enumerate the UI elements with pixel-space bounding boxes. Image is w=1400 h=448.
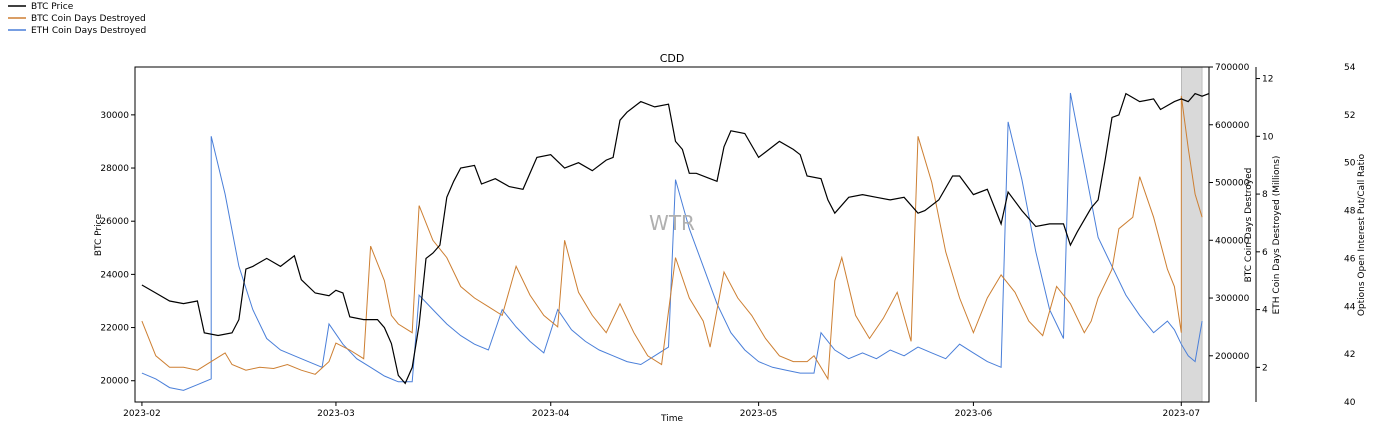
y-r3-tick-label: 48	[1344, 207, 1356, 217]
y-axis-title-put-call: Options Open Interest Put/Call Ratio	[1357, 153, 1367, 316]
y-r1-tick-label: 300000	[1215, 294, 1250, 304]
y-left-tick-label: 28000	[100, 164, 129, 174]
y-axis-title-btc-price: BTC Price	[94, 213, 104, 256]
y-r3-tick-label: 42	[1344, 350, 1355, 360]
y-r3-tick-label: 54	[1344, 63, 1356, 73]
y-r2-tick-label: 6	[1262, 248, 1268, 258]
series-line-btc-coin-days-destroyed	[141, 95, 1203, 381]
x-tick-label: 2023-05	[740, 409, 778, 419]
x-tick-label: 2023-03	[317, 409, 355, 419]
y-r3-tick-label: 44	[1344, 302, 1356, 312]
watermark: WTR	[649, 211, 695, 235]
series-line-btc-price	[141, 92, 1210, 385]
chart-title: CDD	[660, 52, 685, 65]
y-axis-btc-cdd: 200000 300000 400000 500000 600000 700000	[1209, 63, 1250, 362]
y-left-tick-label: 30000	[100, 111, 129, 121]
y-r1-tick-label: 700000	[1215, 63, 1250, 73]
x-tick-label: 2023-07	[1162, 409, 1200, 419]
y-left-tick-label: 24000	[100, 270, 129, 280]
y-left-tick-label: 22000	[100, 324, 129, 334]
y-r2-tick-label: 8	[1262, 190, 1268, 200]
y-axis-put-call: 40 42 44 46 48 50 52 54	[1344, 63, 1356, 408]
y-r3-tick-label: 52	[1344, 111, 1355, 121]
y-r2-tick-label: 2	[1262, 363, 1268, 373]
y-r1-tick-label: 500000	[1215, 179, 1250, 189]
x-tick-label: 2023-04	[532, 409, 570, 419]
x-tick-label: 2023-02	[123, 409, 161, 419]
y-r2-tick-label: 4	[1262, 306, 1268, 316]
series-line-eth-coin-days-destroyed	[141, 92, 1203, 391]
y-axis-eth-cdd: 2 4 6 8 10 12	[1256, 75, 1274, 373]
y-axis-title-eth-cdd: ETH Coin Days Destroyed (Millions)	[1272, 156, 1282, 315]
y-r1-tick-label: 400000	[1215, 236, 1250, 246]
y-left-tick-label: 26000	[100, 217, 129, 227]
y-axis-btc-price: 20000 22000 24000 26000 28000 30000	[100, 111, 135, 387]
y-r3-tick-label: 46	[1344, 254, 1356, 264]
y-r1-tick-label: 600000	[1215, 121, 1250, 131]
y-left-tick-label: 20000	[100, 377, 129, 387]
y-r2-tick-label: 12	[1262, 75, 1273, 85]
y-r1-tick-label: 200000	[1215, 352, 1250, 362]
legend: BTC Price BTC Coin Days Destroyed ETH Co…	[8, 2, 146, 36]
plot-frame	[134, 66, 1210, 403]
y-axis-title-btc-cdd: BTC Coin Days Destroyed	[1244, 168, 1254, 283]
legend-label-btc-price: BTC Price	[31, 2, 74, 12]
x-axis: 2023-02 2023-03 2023-04 2023-05 2023-06 2023-…	[123, 402, 1200, 419]
y-r3-tick-label: 50	[1344, 159, 1356, 169]
y-r2-tick-label: 10	[1262, 132, 1274, 142]
legend-label-eth-cdd: ETH Coin Days Destroyed	[31, 26, 146, 36]
x-axis-title: Time	[660, 414, 683, 424]
series-layer	[141, 92, 1210, 391]
y-r3-tick-label: 40	[1344, 398, 1356, 408]
legend-label-btc-cdd: BTC Coin Days Destroyed	[31, 14, 146, 24]
x-tick-label: 2023-06	[955, 409, 993, 419]
